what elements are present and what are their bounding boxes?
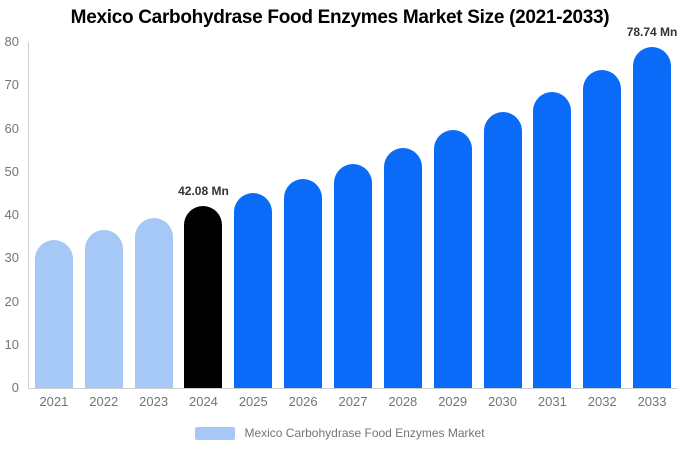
x-axis-label: 2024 [188,394,218,409]
bar-2022[interactable] [84,229,123,388]
bar-2026[interactable] [284,178,323,388]
x-axis-label: 2026 [288,394,318,409]
value-annotation: 78.74 Mn [626,25,678,40]
y-axis-label: 10 [4,336,19,352]
bar-slot: 2029 [428,42,478,409]
legend-swatch-icon[interactable] [195,426,236,440]
bar-slot: 2030 [478,42,528,409]
y-axis-label: 0 [11,380,19,395]
bar-slot: 2031 [527,42,577,409]
bar-slot: 2028 [378,42,428,409]
x-axis-label: 2023 [139,394,169,409]
bar-slot: 2024 42.08 Mn [178,42,229,409]
x-axis-label: 2022 [89,394,119,409]
bar-2023[interactable] [134,218,173,388]
x-axis-label: 2021 [39,394,69,409]
legend-label[interactable]: Mexico Carbohydrase Food Enzymes Market [244,426,485,440]
bar-2030[interactable] [483,111,522,388]
x-axis-label: 2030 [488,394,517,409]
x-axis-label: 2027 [338,394,368,409]
y-axis-label: 60 [4,120,19,136]
y-axis-label: 40 [4,207,19,222]
legend: Mexico Carbohydrase Food Enzymes Market [0,424,680,442]
chart-title: Mexico Carbohydrase Food Enzymes Market … [70,7,610,28]
bar-2027[interactable] [333,163,372,388]
x-axis-label: 2033 [637,394,667,409]
y-axis-label: 50 [4,163,19,179]
bar-slot: 2021 [29,42,79,409]
x-axis-label: 2032 [587,394,617,409]
bar-2032[interactable] [583,70,622,388]
y-axis-label: 80 [4,34,19,49]
x-axis-label: 2029 [438,394,468,409]
bar-2025[interactable] [234,192,273,388]
y-axis: 0 10 20 30 40 50 60 70 80 [0,35,24,395]
bar-slot: 2023 [129,42,179,409]
bar-2033[interactable] [633,47,672,388]
bar-slot: 2026 [278,42,328,409]
x-axis-label: 2028 [388,394,418,409]
bar-2031[interactable] [533,91,572,388]
x-axis-label: 2031 [537,394,567,409]
bar-slot: 2022 [79,42,129,409]
bar-slot: 2033 78.74 Mn [627,25,678,409]
bar-2029[interactable] [433,130,472,388]
y-axis-label: 30 [4,250,19,266]
bar-2021[interactable] [34,240,73,388]
y-axis-label: 70 [4,77,19,93]
plot-area: 2021 2022 2023 2024 42.08 Mn 2025 2026 2027 2028… [28,25,678,409]
bar-slot: 2027 [328,42,378,409]
bar-2024[interactable] [184,206,223,388]
x-axis-label: 2025 [238,394,268,409]
bar-2028[interactable] [383,147,422,388]
value-annotation: 42.08 Mn [178,184,229,199]
bar-slot: 2032 [577,42,627,409]
y-axis-label: 20 [4,293,19,309]
bar-slot: 2025 [228,42,278,409]
